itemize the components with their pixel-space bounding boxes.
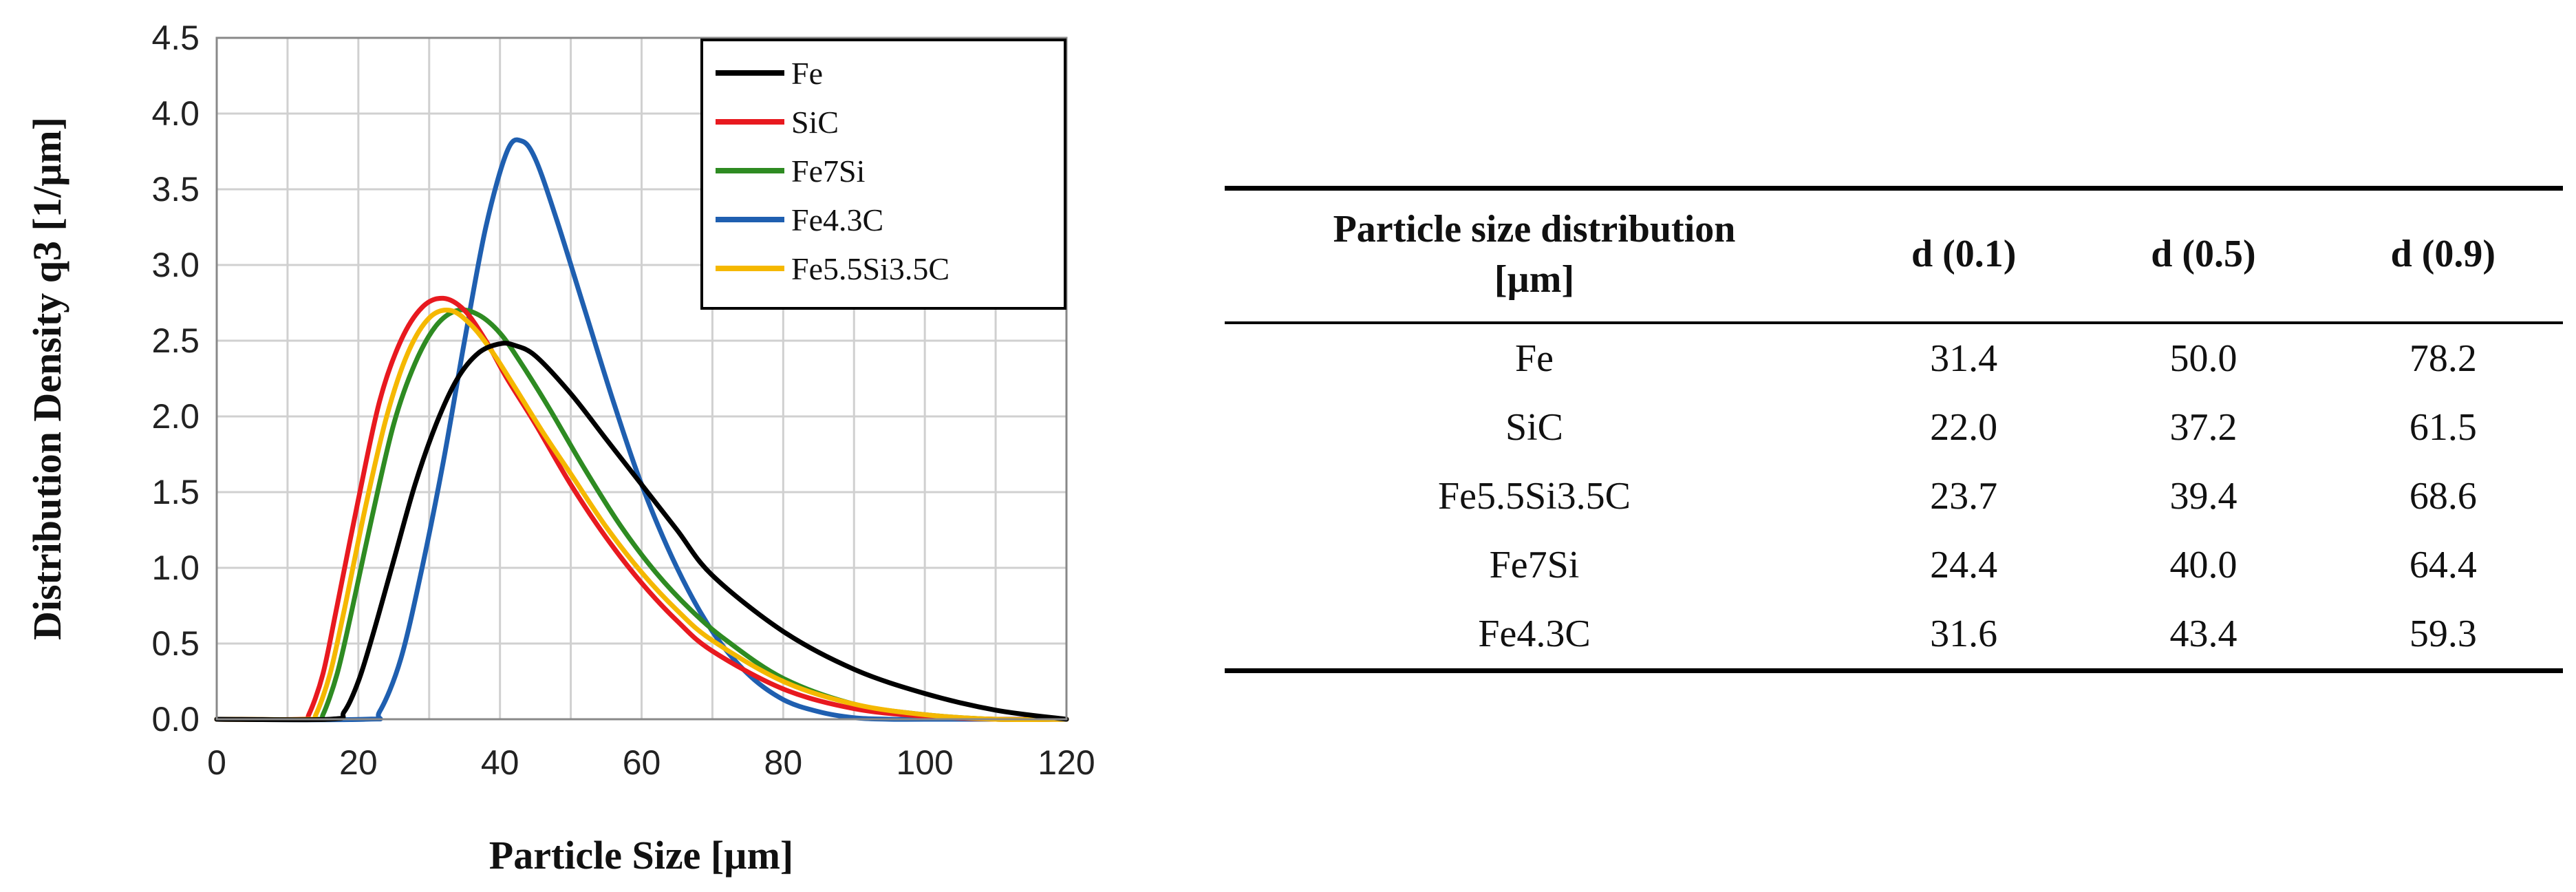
legend-label: Fe7Si bbox=[791, 153, 865, 189]
y-tick-label: 2.0 bbox=[151, 397, 200, 436]
x-tick-label: 100 bbox=[896, 743, 953, 782]
y-axis-title: Distribution Density q3 [1/µm] bbox=[25, 117, 69, 640]
table-row: SiC 22.0 37.2 61.5 bbox=[1225, 393, 2563, 462]
legend-label: SiC bbox=[791, 105, 839, 140]
row-d01: 31.6 bbox=[1844, 599, 2084, 673]
row-d09: 61.5 bbox=[2409, 405, 2477, 449]
chart-series bbox=[214, 137, 1069, 723]
row-d01: 23.7 bbox=[1930, 474, 1998, 518]
row-d09: 64.4 bbox=[2409, 543, 2477, 586]
x-tick-label: 60 bbox=[623, 743, 661, 782]
y-tick-label: 1.5 bbox=[151, 473, 200, 511]
y-tick-label: 1.0 bbox=[151, 549, 200, 587]
chart-tick-labels: 0 20 40 60 80 100 120 0.0 0.5 1.0 1.5 2.0 2.5 3.0 3.5 4… bbox=[151, 19, 1095, 782]
particle-size-chart: 0 20 40 60 80 100 120 0.0 0.5 1.0 1.5 2.0 2.5 3.0 3.5 4… bbox=[25, 19, 1095, 878]
row-d05: 37.2 bbox=[2169, 405, 2237, 449]
y-tick-label: 3.5 bbox=[151, 170, 200, 209]
row-name: Fe4.3C bbox=[1225, 599, 1844, 673]
y-tick-label: 2.5 bbox=[151, 321, 200, 360]
plot-area-frame bbox=[215, 36, 1068, 721]
y-tick-label: 0.0 bbox=[151, 700, 200, 739]
row-d01: 22.0 bbox=[1930, 405, 1998, 449]
header-particle-size-distribution: Particle size distribution [µm] bbox=[1225, 185, 1844, 324]
series-line-fe bbox=[214, 341, 1069, 723]
header-d09: d (0.9) bbox=[2323, 185, 2563, 324]
chart-legend: Fe SiC Fe7Si Fe4.3C Fe5.5Si3.5C bbox=[700, 39, 1066, 310]
legend-label: Fe4.3C bbox=[791, 202, 883, 237]
row-d05: 39.4 bbox=[2169, 474, 2237, 518]
row-name: Fe7Si bbox=[1489, 543, 1580, 586]
row-d09: 78.2 bbox=[2409, 337, 2477, 380]
legend-label: Fe5.5Si3.5C bbox=[791, 251, 949, 286]
row-d01: 24.4 bbox=[1930, 543, 1998, 586]
y-tick-label: 4.5 bbox=[151, 19, 200, 57]
legend-label: Fe bbox=[791, 56, 823, 91]
y-tick-label: 0.5 bbox=[151, 624, 200, 663]
row-name: Fe bbox=[1515, 337, 1554, 380]
table-header-row: Particle size distribution [µm] d (0.1) … bbox=[1225, 185, 2563, 324]
header-d01: d (0.1) bbox=[1844, 185, 2084, 324]
x-tick-label: 20 bbox=[339, 743, 378, 782]
table-row: Fe5.5Si3.5C 23.7 39.4 68.6 bbox=[1225, 462, 2563, 531]
legend-box bbox=[700, 39, 1066, 310]
x-tick-label: 40 bbox=[481, 743, 519, 782]
row-d09: 59.3 bbox=[2323, 599, 2563, 673]
y-tick-label: 3.0 bbox=[151, 246, 200, 284]
table-row: Fe4.3C 31.6 43.4 59.3 bbox=[1225, 599, 2563, 673]
x-tick-label: 0 bbox=[207, 743, 226, 782]
particle-size-table: Particle size distribution [µm] d (0.1) … bbox=[1225, 185, 2563, 673]
header-d05: d (0.5) bbox=[2083, 185, 2323, 324]
header-name-line2: [µm] bbox=[1494, 257, 1575, 301]
row-name: SiC bbox=[1505, 405, 1564, 449]
series-line-fe4-3c bbox=[214, 137, 1069, 723]
x-tick-label: 120 bbox=[1038, 743, 1095, 782]
row-d05: 50.0 bbox=[2169, 337, 2237, 380]
row-d05: 40.0 bbox=[2169, 543, 2237, 586]
row-d09: 68.6 bbox=[2409, 474, 2477, 518]
row-d01: 31.4 bbox=[1930, 337, 1998, 380]
series-line-fe5-5si3-5c bbox=[214, 308, 1069, 722]
row-d05: 43.4 bbox=[2083, 599, 2323, 673]
x-axis-title: Particle Size [µm] bbox=[489, 833, 793, 878]
table-row: Fe 31.4 50.0 78.2 bbox=[1225, 323, 2563, 393]
table-row: Fe7Si 24.4 40.0 64.4 bbox=[1225, 531, 2563, 599]
y-tick-label: 4.0 bbox=[151, 94, 200, 133]
row-name: Fe5.5Si3.5C bbox=[1437, 474, 1631, 518]
x-tick-label: 80 bbox=[764, 743, 803, 782]
header-name-line1: Particle size distribution bbox=[1333, 208, 1736, 251]
